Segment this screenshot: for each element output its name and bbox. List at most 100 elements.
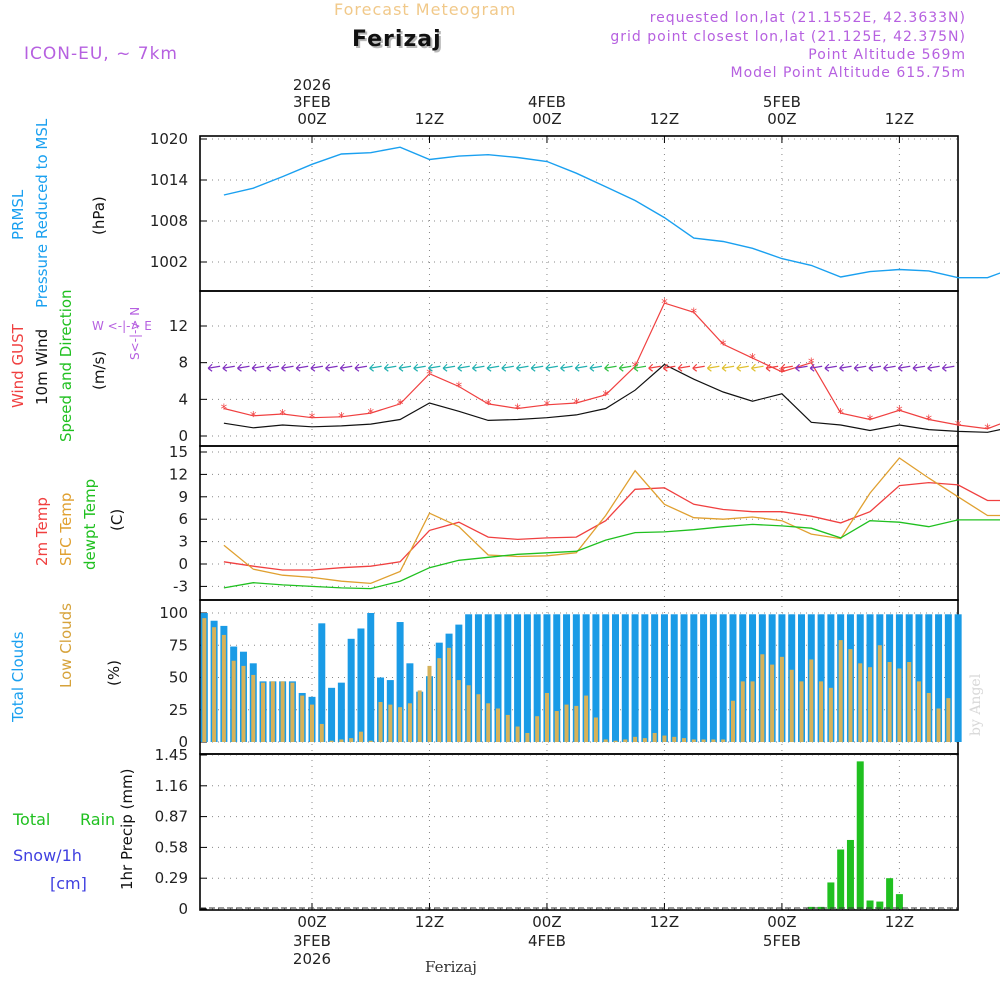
gust-marker: * [602,389,609,404]
wind-arrow [721,363,735,372]
gust-marker: * [367,407,374,422]
low-cloud-bar [721,739,726,742]
total-cloud-bar [925,614,933,742]
total-cloud-bar [396,622,404,742]
wind-line [223,363,1000,433]
bottom-axis-label: 00Z [767,913,797,931]
wind-arrow [662,363,676,372]
total-cloud-bar [621,614,629,742]
total-cloud-bar [523,614,531,742]
low-cloud-bar [838,640,843,742]
total-cloud-bar [749,614,757,742]
total-cloud-bar [798,614,805,742]
gust-marker: * [837,407,844,422]
low-cloud-bar [319,723,324,742]
low-cloud-bar [505,714,510,742]
low-cloud-bar [770,664,775,742]
wind-arrow [560,363,573,372]
snow-label: Snow/1h [13,846,82,865]
total-cloud-bar [641,614,649,742]
y-tick-label: 6 [178,510,188,528]
wind-arrow [897,363,911,372]
low-cloud-bar [241,665,246,742]
y-tick-label: 0 [178,733,188,751]
gust-marker: * [691,306,698,321]
precip-total-label: Total [13,810,51,829]
low-cloud-bar [564,704,569,742]
panel-frame [199,753,959,911]
low-cloud-bar [202,618,207,742]
y-tick-label: 1020 [150,130,188,148]
low-cloud-bar [682,738,687,742]
low-cloud-bar [672,736,677,742]
total-cloud-bar [690,614,698,742]
wind-arrow [853,363,867,372]
low-cloud-bar [613,740,618,742]
gust-marker: * [426,368,433,383]
top-axis-label: 00Z [532,110,562,128]
low-cloud-bar [897,668,902,742]
low-cloud-bar [730,700,735,742]
y-tick-label: 25 [169,701,188,719]
wind-arrow [310,363,323,372]
wind-arrow [574,363,588,372]
low-cloud-bar [750,681,755,742]
total-cloud-bar [474,614,482,742]
low-cloud-bar [486,703,491,742]
y-tick-label: 15 [169,443,188,461]
low-cloud-bar [290,682,295,742]
y-tick-label: 0.29 [155,869,188,887]
low-cloud-bar [496,708,501,742]
wind-arrow [207,363,221,372]
total-cloud-bar [944,614,952,742]
wind-arrow [927,363,940,372]
low-cloud-bar [799,681,804,742]
wind-arrow [457,363,470,372]
low-cloud-bar [339,739,344,742]
top-axis-label: 4FEB [527,93,566,111]
low-cloud-bar [378,702,383,742]
total-cloud-bar [592,614,600,742]
y-tick-label: 50 [169,669,188,687]
low-cloud-bar [907,662,912,742]
low-cloud-bar [535,716,540,742]
low-cloud-bar [515,726,520,742]
pressure-line [223,146,1000,279]
wind-arrow [237,363,250,372]
low-cloud-bar [456,680,461,742]
total-cloud-bar [670,614,678,742]
total-cloud-bar [739,614,747,742]
low-cloud-bar [349,738,354,742]
total-cloud-bar [680,614,688,742]
wind-arrow [589,363,603,372]
top-axis-label: 3FEB [293,93,331,111]
wind-arrow [369,363,382,372]
y-tick-label: 0 [178,900,188,918]
wind-arrow [751,363,764,372]
top-axis-label: 12Z [649,110,680,128]
rain-bar [866,900,874,909]
total-cloud-bar [817,614,825,742]
wind-arrow [824,363,837,372]
low-cloud-bar [554,711,559,742]
total-cloud-bar [328,687,336,742]
total-cloud-bar [935,614,943,742]
gust-marker: * [896,404,903,419]
total-cloud-bar [367,613,375,742]
low-cloud-bar [417,690,422,742]
total-cloud-bar [543,614,551,742]
wind-arrow [472,363,485,372]
low-cloud-bar [946,698,951,742]
y-tick-label: 1.16 [155,777,188,795]
low-cloud-bar [270,681,275,742]
wind-arrow [413,363,426,372]
wind-arrow [809,363,823,372]
grid-coords: grid point closest lon,lat (21.125E, 42.… [610,29,966,45]
wind-arrow [941,363,955,372]
wind-arrow [325,363,338,372]
total-cloud-bar [563,614,571,742]
low-cloud-bar [231,660,236,742]
wind-arrow [648,363,661,372]
total-cloud-bar [631,614,639,742]
y-tick-label: 100 [159,604,188,622]
